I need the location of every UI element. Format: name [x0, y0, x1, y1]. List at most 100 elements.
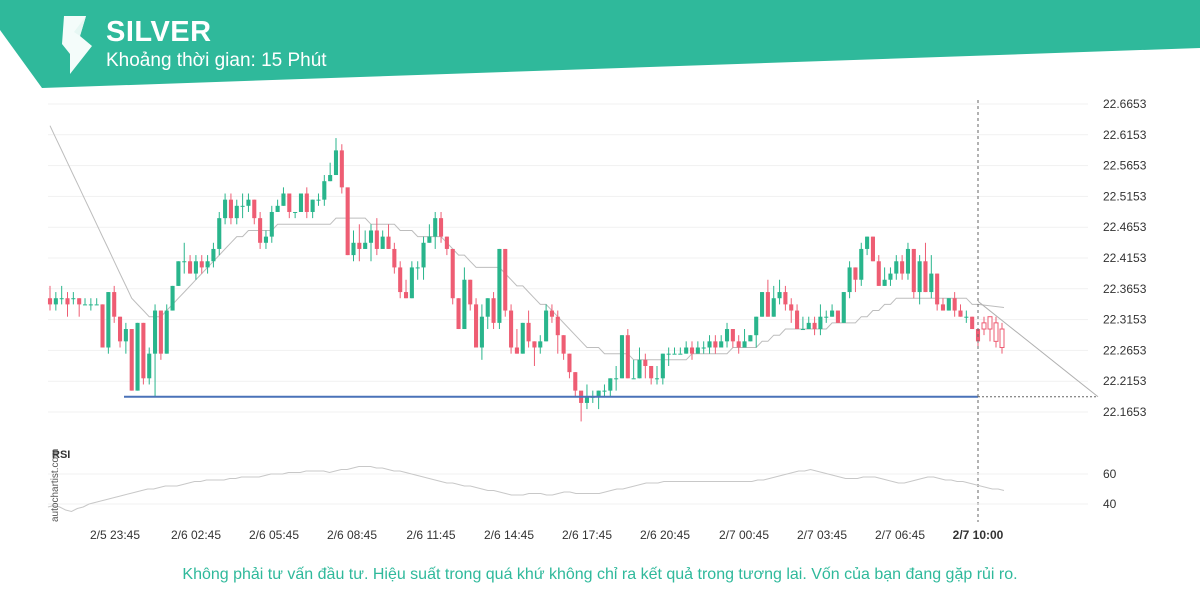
candle-body: [322, 181, 327, 200]
candle-body: [865, 236, 870, 249]
candle-body: [754, 316, 759, 336]
candle-body: [316, 199, 321, 201]
candle-body: [485, 298, 490, 317]
interval-label: Khoảng thời gian: 15 Phút: [106, 50, 327, 71]
candle-body: [456, 298, 461, 330]
candle-body: [649, 365, 654, 379]
candle-body: [47, 298, 53, 305]
candle-body: [946, 298, 951, 311]
candle-body: [748, 335, 753, 342]
candle-body: [275, 205, 280, 212]
candle-body: [672, 353, 677, 355]
candle-body: [444, 236, 449, 249]
forecast-candle-body: [999, 328, 1005, 349]
candle-body: [643, 359, 648, 366]
candles: [47, 138, 1005, 422]
candle-body: [538, 341, 543, 348]
candle-body: [374, 230, 379, 249]
candle-body: [158, 310, 163, 354]
candle-body: [199, 261, 204, 268]
candle-body: [905, 248, 911, 274]
candle-body: [479, 316, 484, 348]
candle-body: [929, 273, 934, 293]
candle-body: [637, 359, 642, 379]
candle-body: [719, 341, 724, 348]
candle-body: [246, 199, 251, 206]
candle-body: [339, 150, 344, 188]
candle-body: [129, 329, 134, 391]
candle-body: [549, 310, 554, 317]
candle-body: [333, 150, 339, 176]
candle-body: [65, 298, 70, 305]
candle-body: [532, 341, 537, 348]
candle-body: [684, 347, 689, 354]
candle-body: [345, 187, 350, 256]
ma-line: [49, 125, 1005, 361]
candle-body: [287, 193, 292, 212]
candle-body: [917, 261, 922, 293]
candle-body: [876, 261, 881, 286]
candle-body: [82, 304, 88, 306]
candle-body: [660, 353, 665, 379]
candle-body: [608, 378, 613, 391]
x-tick-label: 2/7 00:45: [719, 528, 769, 542]
y-tick-label: 22.1653: [1103, 405, 1147, 419]
candle-body: [351, 242, 356, 256]
candle-body: [596, 390, 601, 397]
forecast-candle-body: [987, 316, 993, 330]
y-tick-label: 22.5653: [1103, 159, 1147, 173]
autochartist-logo-icon: [62, 16, 92, 74]
candle-body: [940, 304, 946, 311]
x-tick-label: 2/6 20:45: [640, 528, 690, 542]
candle-body: [923, 261, 928, 293]
candle-body: [841, 292, 846, 323]
candle-body: [935, 273, 940, 305]
candle-body: [830, 310, 835, 317]
x-tick-label: 2/7 06:45: [875, 528, 925, 542]
candle-body: [724, 329, 730, 342]
candle-body: [678, 353, 683, 355]
candle-body: [631, 378, 636, 380]
candle-body: [380, 236, 385, 249]
candle-body: [789, 304, 794, 311]
candle-body: [952, 298, 957, 311]
forecast-candle-body: [993, 322, 999, 342]
candle-body: [77, 298, 82, 305]
candle-body: [234, 205, 239, 219]
y-tick-label: 22.3153: [1103, 313, 1147, 327]
candle-body: [94, 304, 99, 306]
candle-body: [392, 248, 397, 268]
rsi-tick-label: 40: [1103, 497, 1117, 511]
candle-body: [403, 292, 409, 299]
candle-body: [509, 310, 514, 348]
candle-body: [223, 199, 228, 219]
overlays: [124, 100, 1099, 522]
rsi-tick-label: 60: [1103, 467, 1117, 481]
candle-body: [602, 390, 607, 392]
candle-body: [71, 298, 76, 300]
candle-body: [217, 218, 222, 249]
candle-body: [147, 353, 152, 379]
candle-body: [293, 211, 298, 213]
candle-body: [106, 292, 111, 348]
candle-body: [153, 310, 158, 354]
candle-body: [701, 347, 706, 349]
candle-body: [795, 310, 800, 330]
candle-body: [427, 236, 432, 243]
candle-body: [170, 285, 175, 311]
candle-body: [835, 310, 840, 323]
candle-body: [421, 242, 426, 268]
candle-body: [567, 353, 572, 373]
candle-body: [847, 267, 852, 293]
x-tick-label: 2/6 11:45: [406, 528, 455, 542]
candle-body: [363, 242, 368, 249]
candle-body: [141, 322, 146, 379]
forecast-line: [977, 300, 1099, 398]
candle-body: [970, 316, 975, 330]
candle-body: [584, 396, 589, 403]
y-tick-label: 22.3653: [1103, 282, 1147, 296]
candle-body: [474, 304, 479, 348]
candle-body: [614, 378, 619, 380]
candle-body: [561, 335, 566, 354]
